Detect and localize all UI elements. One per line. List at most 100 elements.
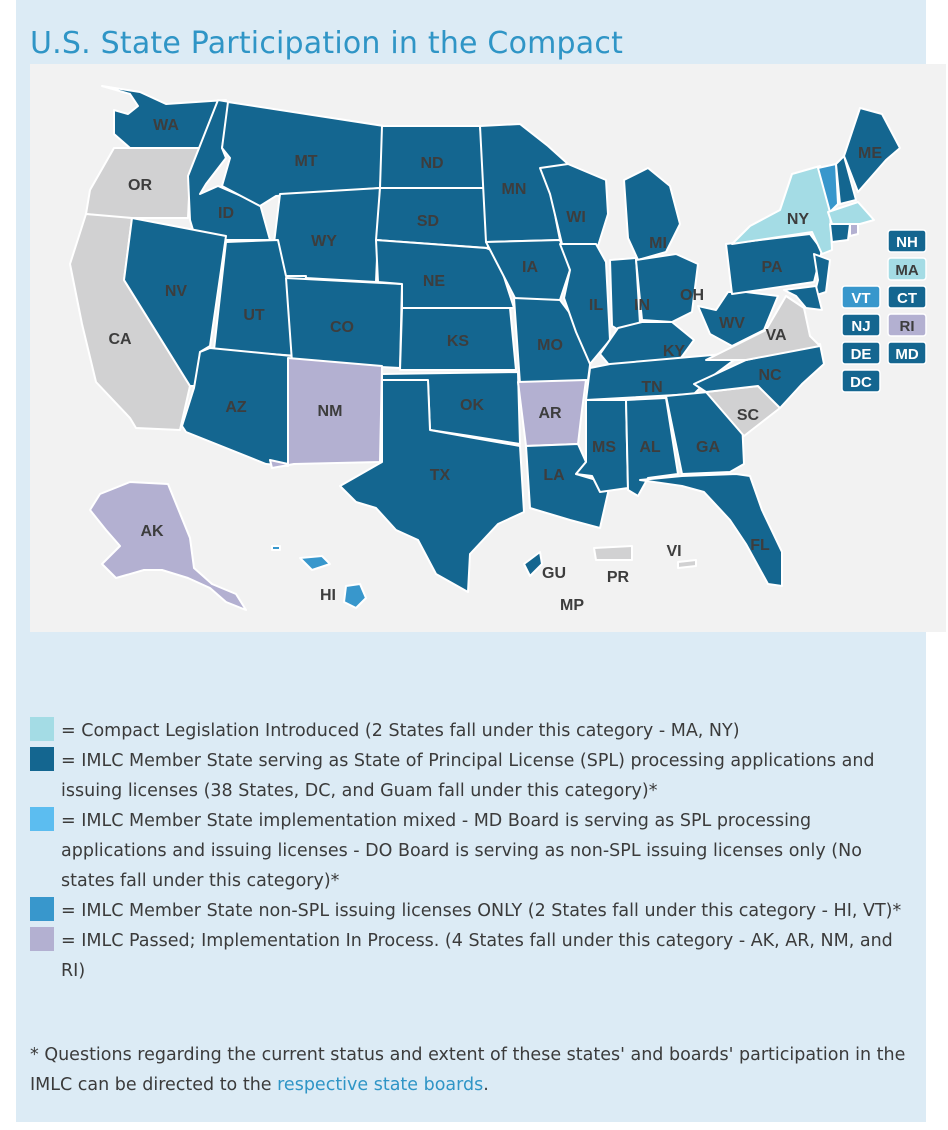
label-ak: AK xyxy=(140,523,164,540)
label-nm: NM xyxy=(318,403,343,420)
label-ca: CA xyxy=(108,331,132,348)
box-label-ri: RI xyxy=(900,318,915,335)
box-label-md: MD xyxy=(895,346,918,363)
state-va[interactable] xyxy=(705,295,821,361)
legend-text: = IMLC Member State implementation mixed… xyxy=(61,811,862,891)
box-de[interactable] xyxy=(841,341,881,365)
state-nj[interactable] xyxy=(813,253,831,297)
label-va: VA xyxy=(765,327,786,344)
label-nc: NC xyxy=(758,367,782,384)
state-de-md[interactable] xyxy=(783,285,823,311)
box-label-ct: CT xyxy=(897,290,917,307)
state-wa[interactable] xyxy=(101,85,227,149)
legend-swatch xyxy=(30,807,54,831)
state-me[interactable] xyxy=(843,107,901,193)
legend-item-introduced: = Compact Legislation Introduced (2 Stat… xyxy=(30,716,910,746)
state-tx[interactable] xyxy=(339,379,525,593)
label-tx: TX xyxy=(430,467,451,484)
label-ut: UT xyxy=(243,307,265,324)
territory-pr[interactable] xyxy=(593,545,633,561)
label-ia: IA xyxy=(522,259,538,276)
state-mi[interactable] xyxy=(623,167,681,261)
legend-item-passed: = IMLC Passed; Implementation In Process… xyxy=(30,926,910,986)
label-sc: SC xyxy=(737,407,760,424)
label-mo: MO xyxy=(537,337,563,354)
state-ak[interactable] xyxy=(89,481,247,611)
legend-swatch xyxy=(30,747,54,771)
state-ia[interactable] xyxy=(485,239,571,301)
label-gu: GU xyxy=(542,565,566,582)
label-fl: FL xyxy=(750,537,770,554)
state-hi[interactable] xyxy=(343,583,367,609)
box-md[interactable] xyxy=(887,341,927,365)
legend-swatch xyxy=(30,717,54,741)
label-ms: MS xyxy=(592,439,616,456)
legend-item-member-spl: = IMLC Member State serving as State of … xyxy=(30,746,910,806)
state-ks[interactable] xyxy=(399,307,517,371)
label-vi: VI xyxy=(666,543,681,560)
box-label-nj: NJ xyxy=(851,318,870,335)
legend: = Compact Legislation Introduced (2 Stat… xyxy=(30,716,910,986)
us-map: WA OR CA ID NV MT WY UT AZ CO NM ND SD N… xyxy=(30,64,946,632)
label-nv: NV xyxy=(165,283,188,300)
state-ct[interactable] xyxy=(829,223,851,243)
label-al: AL xyxy=(639,439,661,456)
label-ar: AR xyxy=(538,405,562,422)
state-nh[interactable] xyxy=(835,155,857,205)
label-me: ME xyxy=(858,145,882,162)
box-nh[interactable] xyxy=(887,229,927,253)
state-ar[interactable] xyxy=(517,379,587,447)
label-la: LA xyxy=(543,467,565,484)
territory-vi[interactable] xyxy=(677,559,697,569)
state-in[interactable] xyxy=(609,257,641,333)
label-wy: WY xyxy=(311,233,337,250)
respective-state-boards-link[interactable]: respective state boards xyxy=(277,1075,484,1095)
label-ny: NY xyxy=(787,211,810,228)
label-sd: SD xyxy=(417,213,439,230)
label-oh: OH xyxy=(680,287,704,304)
state-wi[interactable] xyxy=(539,163,609,247)
label-wi: WI xyxy=(566,209,586,226)
label-ks: KS xyxy=(447,333,470,350)
label-mp: MP xyxy=(560,597,584,614)
label-or: OR xyxy=(128,177,152,194)
box-vt[interactable] xyxy=(841,285,881,309)
state-fl[interactable] xyxy=(639,473,783,587)
page-title: U.S. State Participation in the Compact xyxy=(30,26,624,61)
state-hi-islands-2[interactable] xyxy=(299,555,331,571)
footnote: * Questions regarding the current status… xyxy=(30,1040,910,1100)
label-mi: MI xyxy=(649,235,667,252)
territory-gu[interactable] xyxy=(523,551,543,577)
box-ct[interactable] xyxy=(887,285,927,309)
label-az: AZ xyxy=(225,399,247,416)
label-ga: GA xyxy=(696,439,720,456)
small-state-box-labels: NH MA VT CT NJ RI DE MD DC xyxy=(850,234,919,391)
legend-text: = Compact Legislation Introduced (2 Stat… xyxy=(61,721,740,741)
label-co: CO xyxy=(330,319,354,336)
label-mn: MN xyxy=(502,181,527,198)
state-wv[interactable] xyxy=(697,291,779,347)
box-label-ma: MA xyxy=(895,262,918,279)
legend-item-mixed: = IMLC Member State implementation mixed… xyxy=(30,806,910,896)
label-in: IN xyxy=(634,297,650,314)
state-il[interactable] xyxy=(559,243,611,365)
label-hi: HI xyxy=(320,587,336,604)
box-ri[interactable] xyxy=(887,313,927,337)
label-ne: NE xyxy=(423,273,446,290)
small-state-boxes xyxy=(841,229,927,393)
box-ma[interactable] xyxy=(887,257,927,281)
state-ri[interactable] xyxy=(849,223,859,237)
legend-item-non-spl: = IMLC Member State non-SPL issuing lice… xyxy=(30,896,910,926)
state-ma[interactable] xyxy=(827,201,875,225)
label-pa: PA xyxy=(761,259,782,276)
footnote-suffix: . xyxy=(483,1075,489,1095)
state-hi-islands[interactable] xyxy=(271,545,281,551)
box-label-nh: NH xyxy=(896,234,918,251)
box-nj[interactable] xyxy=(841,313,881,337)
state-oh[interactable] xyxy=(635,253,699,323)
state-labels: WA OR CA ID NV MT WY UT AZ CO NM ND SD N… xyxy=(108,117,882,614)
state-vt[interactable] xyxy=(817,163,839,213)
box-dc[interactable] xyxy=(841,369,881,393)
label-wv: WV xyxy=(719,315,745,332)
legend-swatch xyxy=(30,927,54,951)
